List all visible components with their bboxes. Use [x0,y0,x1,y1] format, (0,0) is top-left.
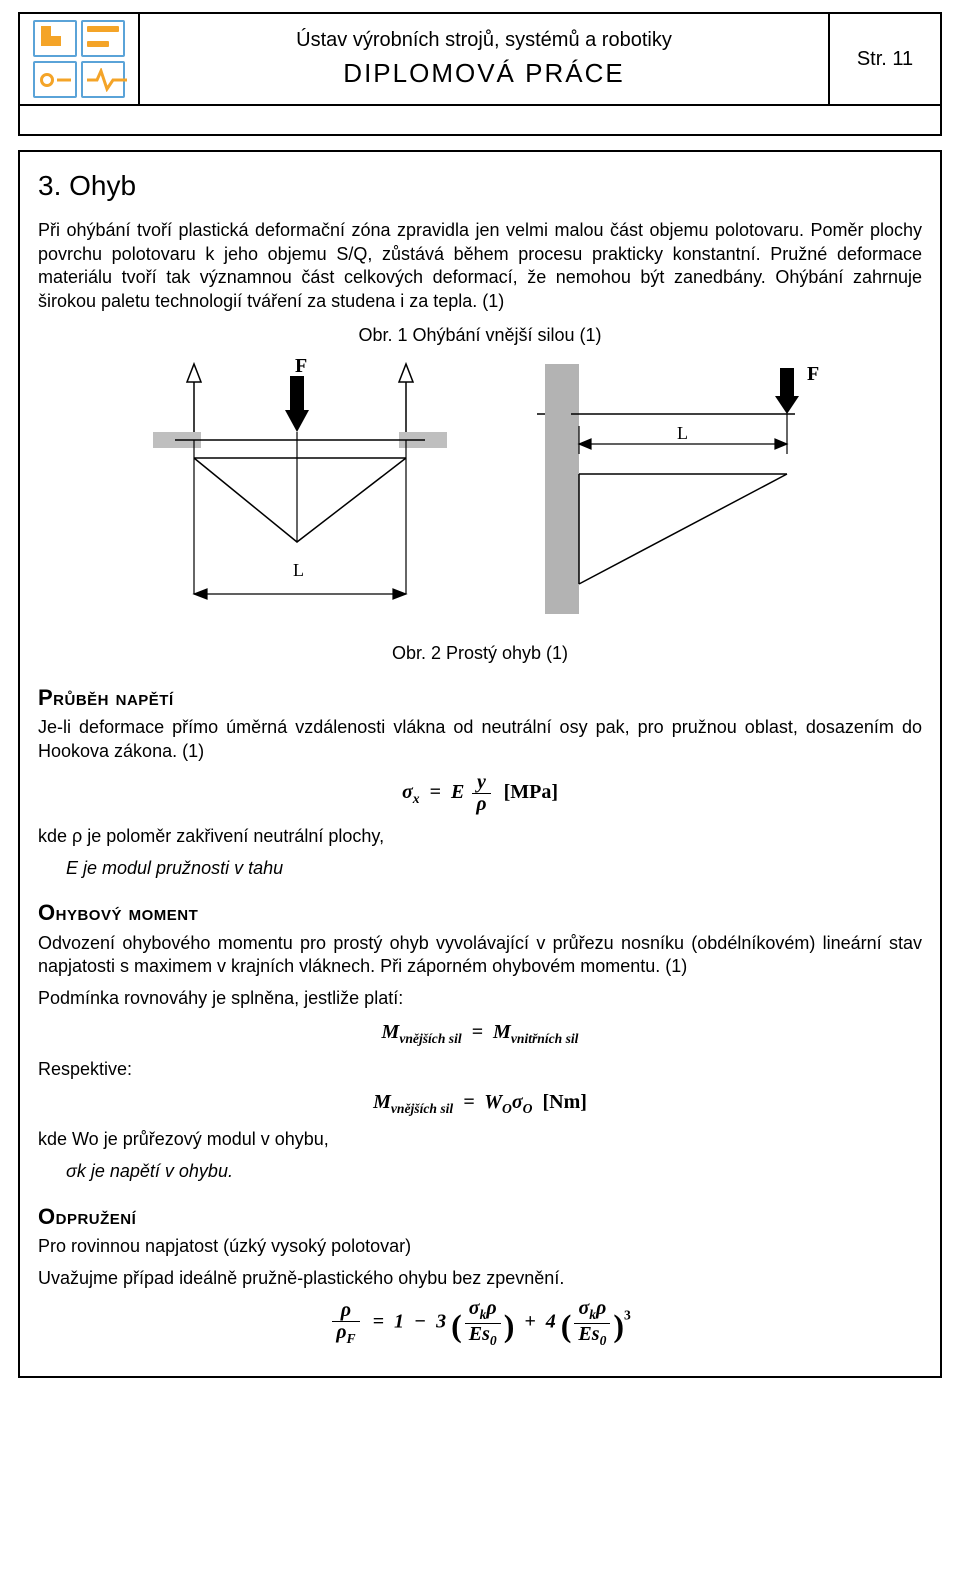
moment-resp: Respektive: [38,1058,922,1082]
moment-where1: kde Wo je průřezový modul v ohybu, [38,1128,922,1152]
stress-where2: E je modul pružnosti v tahu [38,857,922,881]
logo-icon [33,20,125,98]
page-frame: Ústav výrobních strojů, systémů a roboti… [18,12,942,136]
section-title: 3. Ohyb [38,168,922,205]
moment-heading: Ohybový moment [38,898,922,927]
stress-equation: σx = E y ρ [MPa] [38,772,922,815]
fig1-right-L-label: L [677,423,688,443]
figure-1: F [38,354,922,624]
header: Ústav výrobních strojů, systémů a roboti… [20,14,940,106]
stress-heading: Průběh napětí [38,683,922,712]
moment-eq1: Mvnějších sil = Mvnitřních sil [38,1019,922,1048]
pulse-icon [87,68,127,92]
springback-p2: Uvažujme případ ideálně pružně-plastické… [38,1267,922,1291]
stress-text: Je-li deformace přímo úměrná vzdálenosti… [38,716,922,764]
fig2-caption: Obr. 2 Prostý ohyb (1) [38,642,922,666]
institute-name: Ústav výrobních strojů, systémů a roboti… [296,29,672,52]
content-frame: 3. Ohyb Při ohýbání tvoří plastická defo… [18,150,942,1378]
springback-p1: Pro rovinnou napjatost (úzký vysoký polo… [38,1235,922,1259]
moment-eq2: Mvnějších sil = WOσO [Nm] [38,1089,922,1118]
page-number: Str. 11 [830,14,940,106]
moment-p2: Podmínka rovnováhy je splněna, jestliže … [38,987,922,1011]
fig1-left-F-label: F [295,355,307,377]
moment-where2: σk je napětí v ohybu. [38,1160,922,1184]
fig1-right-diagram: F L [525,354,825,624]
springback-equation: ρ ρF = 1 − 3 ( σkρ Es0 ) + 4 ( σkρ Es0 )… [38,1298,922,1348]
fig1-left-diagram: F [135,354,465,624]
intro-paragraph: Při ohýbání tvoří plastická deformační z… [38,219,922,314]
moment-p1: Odvození ohybového momentu pro prostý oh… [38,932,922,980]
fig1-left-L-label: L [293,560,304,580]
logo-cell [20,14,140,106]
body [20,106,940,134]
title-cell: Ústav výrobních strojů, systémů a roboti… [140,14,830,106]
document-type: DIPLOMOVÁ PRÁCE [343,58,624,89]
stress-where1: kde ρ je poloměr zakřivení neutrální plo… [38,825,922,849]
springback-heading: Odpružení [38,1202,922,1231]
fig1-right-F-label: F [807,363,819,385]
fig1-caption: Obr. 1 Ohýbání vnější silou (1) [38,324,922,348]
